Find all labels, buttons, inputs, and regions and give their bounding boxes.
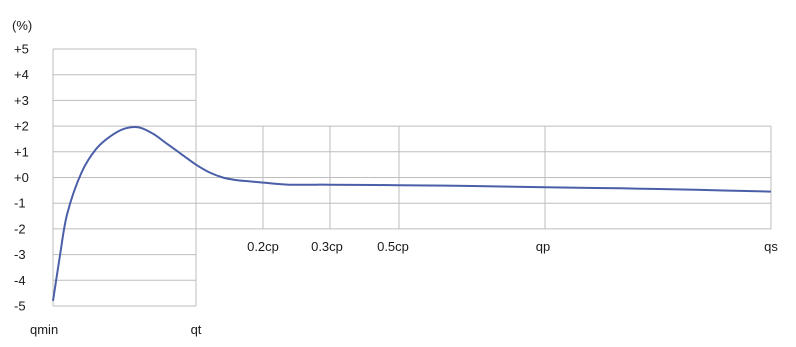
y-tick-label: +5 [14, 42, 29, 57]
x-tick-label: 0.2cp [247, 239, 279, 254]
y-tick-label: -4 [14, 273, 26, 288]
series-line [52, 126, 772, 302]
series-layer [52, 126, 772, 302]
x-tick-label: qp [536, 239, 550, 254]
x-tick-label: 0.5cp [377, 239, 409, 254]
y-tick-label: +3 [14, 93, 29, 108]
y-tick-label: -1 [14, 196, 26, 211]
y-tick-label: +0 [14, 170, 29, 185]
y-tick-label: -3 [14, 247, 26, 262]
grid [52, 48, 772, 307]
y-tick-label: -5 [14, 299, 26, 314]
y-tick-label: +1 [14, 144, 29, 159]
x-tick-label: 0.3cp [311, 239, 343, 254]
y-tick-label: +2 [14, 119, 29, 134]
y-unit-label: (%) [12, 18, 32, 33]
x-tick-label: qt [191, 322, 202, 337]
tick-labels: +5 +4 +3 +2 +1 +0 -1 -2 -3 -4 -5 qmin qt 0.2cp 0.3cp 0.… [14, 42, 778, 338]
y-tick-label: +4 [14, 67, 29, 82]
y-tick-label: -2 [14, 221, 26, 236]
x-tick-label: qmin [30, 322, 58, 337]
x-tick-label: qs [764, 239, 778, 254]
